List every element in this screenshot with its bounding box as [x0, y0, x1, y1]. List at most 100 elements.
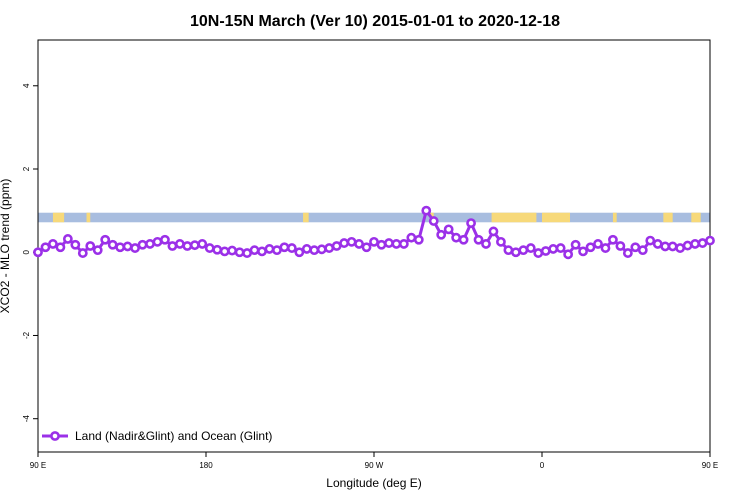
data-point — [182, 241, 193, 251]
data-point — [70, 239, 81, 250]
data-point — [578, 246, 588, 257]
data-point — [219, 246, 230, 257]
land-segment — [52, 212, 65, 223]
data-point — [570, 239, 581, 250]
data-point — [264, 244, 275, 254]
data-point — [279, 242, 290, 253]
land-ocean-band — [38, 212, 710, 223]
data-point — [272, 245, 282, 256]
data-point — [443, 224, 454, 235]
legend-marker — [50, 431, 60, 441]
x-tick-label: 0 — [540, 461, 545, 470]
data-point — [122, 241, 133, 252]
data-point — [503, 245, 514, 256]
data-point — [286, 243, 297, 253]
land-segment — [612, 212, 617, 223]
data-point — [436, 229, 447, 240]
chart-title: 10N-15N March (Ver 10) 2015-01-01 to 202… — [190, 13, 560, 30]
data-point — [301, 244, 312, 254]
data-point — [563, 249, 574, 260]
x-tick-label: 90 W — [365, 461, 384, 470]
land-segment — [86, 212, 91, 223]
data-point — [62, 234, 73, 244]
data-point — [376, 239, 387, 250]
data-point — [40, 242, 51, 253]
data-point — [160, 234, 170, 245]
data-point — [85, 241, 96, 251]
data-point — [585, 242, 596, 253]
data-point — [227, 245, 238, 256]
data-point — [667, 241, 678, 252]
data-point — [152, 236, 163, 247]
x-tick-label: 90 E — [702, 461, 718, 470]
y-tick-label: 2 — [22, 166, 31, 171]
data-point — [384, 238, 394, 248]
data-point — [346, 236, 357, 247]
data-point — [518, 245, 529, 256]
data-point — [510, 247, 521, 258]
data-point — [398, 239, 409, 249]
y-axis-label: XCO2 - MLO trend (ppm) — [0, 179, 12, 314]
data-point — [174, 239, 185, 249]
data-point — [242, 248, 252, 258]
data-point — [92, 245, 103, 256]
y-tick-label: 0 — [22, 249, 31, 254]
data-point — [234, 247, 245, 258]
data-point — [615, 241, 626, 251]
data-point — [189, 240, 200, 251]
legend-label: Land (Nadir&Glint) and Ocean (Glint) — [75, 429, 272, 443]
data-point — [309, 245, 320, 256]
y-tick-label: -4 — [22, 415, 31, 423]
land-segment — [663, 212, 673, 223]
data-point — [660, 241, 671, 252]
data-point — [630, 242, 641, 253]
ocean-band — [38, 212, 710, 223]
data-point — [473, 234, 484, 245]
x-axis-label: Longitude (deg E) — [326, 476, 421, 490]
data-point — [705, 235, 715, 246]
land-segment — [491, 212, 537, 223]
data-point — [540, 246, 551, 256]
x-tick-label: 90 E — [30, 461, 46, 470]
data-point — [361, 242, 372, 253]
land-segment — [542, 212, 570, 223]
data-point — [652, 239, 663, 249]
data-point — [682, 240, 693, 251]
data-point — [55, 242, 66, 253]
x-tick-label: 180 — [199, 461, 213, 470]
series-layer — [33, 205, 715, 260]
data-point — [428, 216, 439, 226]
data-point — [608, 234, 618, 245]
land-segment — [303, 212, 309, 223]
data-point — [107, 239, 118, 250]
data-point — [331, 241, 342, 251]
data-point — [115, 242, 126, 253]
data-point — [130, 243, 140, 253]
data-point — [294, 247, 305, 258]
data-point — [600, 243, 611, 253]
data-point — [212, 244, 223, 255]
data-point — [137, 239, 148, 250]
data-point — [690, 239, 700, 249]
y-tick-label: 4 — [22, 83, 31, 88]
data-point — [77, 248, 88, 258]
data-point — [593, 239, 603, 249]
data-point — [496, 236, 506, 247]
x-axis: 90 E 180 90 W 0 90 E — [30, 452, 718, 470]
data-point — [421, 205, 432, 216]
data-point — [257, 246, 267, 257]
data-point — [548, 244, 559, 254]
data-point — [481, 239, 491, 249]
data-point — [145, 239, 155, 249]
data-point — [197, 239, 208, 249]
data-point — [458, 234, 469, 245]
data-point — [555, 243, 566, 253]
data-point — [204, 243, 215, 253]
data-point — [391, 239, 402, 249]
data-point — [354, 239, 364, 249]
y-tick-label: -2 — [22, 331, 31, 339]
data-point — [406, 232, 417, 243]
data-point — [100, 234, 111, 245]
data-point — [369, 236, 379, 247]
